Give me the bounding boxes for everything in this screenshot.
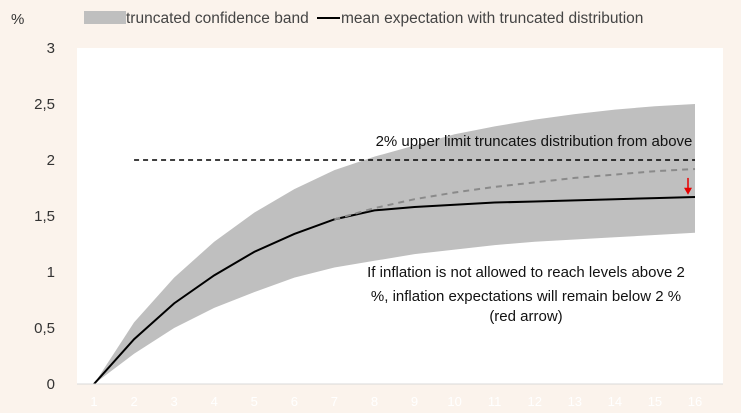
annotation-note-line-3: (red arrow) [489, 308, 562, 325]
x-tick-label: 15 [648, 394, 662, 409]
x-tick-label: 13 [568, 394, 582, 409]
x-tick-label: 12 [527, 394, 541, 409]
annotation-upper-limit: 2% upper limit truncates distribution fr… [376, 133, 693, 150]
x-tick-label: 8 [371, 394, 378, 409]
x-tick-label: 14 [608, 394, 622, 409]
y-tick-label: 2 [47, 152, 55, 169]
legend-swatch-band [84, 11, 126, 24]
x-tick-label: 1 [90, 394, 97, 409]
y-tick-label: 3 [47, 40, 55, 57]
x-tick-label: 4 [211, 394, 218, 409]
legend-label-band: truncated confidence band [126, 10, 309, 27]
x-tick-label: 7 [331, 394, 338, 409]
x-tick-label: 11 [488, 394, 502, 409]
red-arrow-head [684, 187, 692, 195]
x-tick-label: 9 [411, 394, 418, 409]
y-tick-label: 0,5 [34, 320, 55, 337]
annotation-note-line-2: %, inflation expectations will remain be… [371, 288, 681, 305]
x-tick-label: 3 [171, 394, 178, 409]
y-tick-label: 1 [47, 264, 55, 281]
annotation-note-line-1: If inflation is not allowed to reach lev… [367, 264, 685, 281]
confidence-band [94, 104, 695, 384]
y-tick-label: 1,5 [34, 208, 55, 225]
y-tick-label: 2,5 [34, 96, 55, 113]
legend-label-mean: mean expectation with truncated distribu… [341, 10, 643, 27]
series-line-mean [93, 195, 696, 385]
x-tick-label: 16 [688, 394, 702, 409]
x-tick-label: 5 [251, 394, 258, 409]
y-axis-unit: % [11, 11, 24, 28]
x-tick-label: 2 [130, 394, 137, 409]
y-tick-label: 0 [47, 376, 55, 393]
x-tick-label: 10 [447, 394, 461, 409]
x-tick-label: 6 [291, 394, 298, 409]
